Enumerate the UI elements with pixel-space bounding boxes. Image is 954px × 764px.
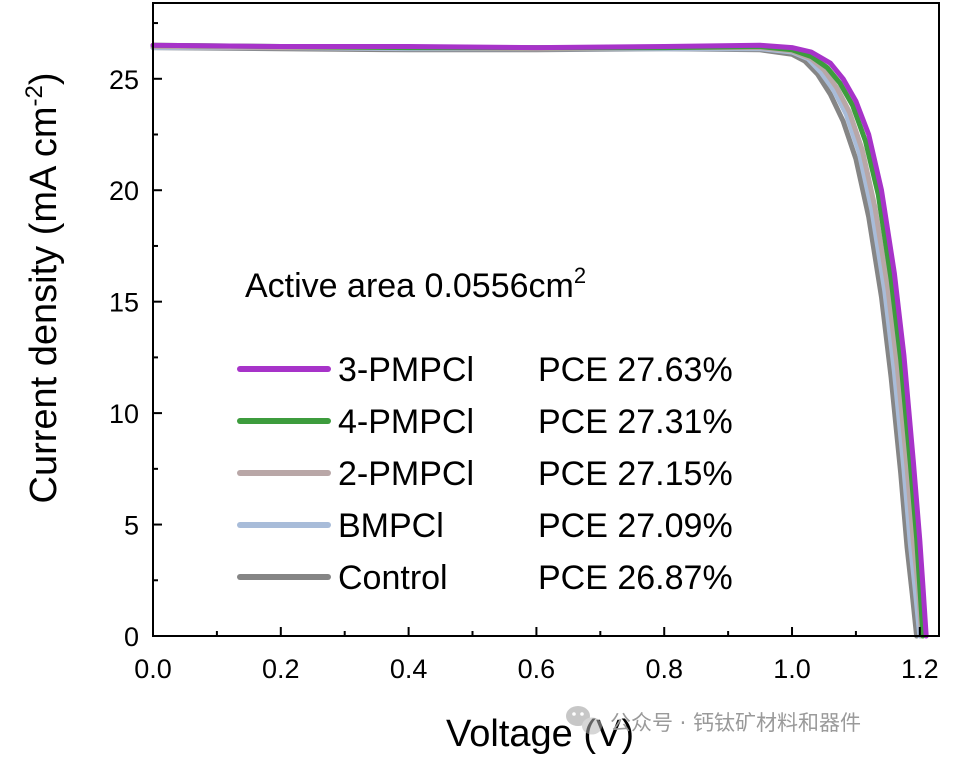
plot-frame	[152, 2, 940, 637]
watermark-text: 公众号 · 钙钛矿材料和器件	[610, 711, 861, 735]
x-tick-label: 0.4	[390, 654, 428, 684]
y-tick-label: 15	[109, 288, 139, 318]
active-area-annotation: Active area 0.0556cm2	[245, 263, 586, 305]
x-tick-label: 0.8	[645, 654, 683, 684]
y-axis-title-sup: -2	[21, 85, 48, 106]
x-tick-label: 1.2	[901, 654, 939, 684]
axis-tick-labels: 0.0 0.2 0.4 0.6 0.8 1.0 1.2 0 5 10 15 20 25	[109, 65, 939, 684]
series-line-2-pmpcl	[150, 44, 925, 639]
watermark: 公众号 · 钙钛矿材料和器件	[566, 706, 861, 735]
y-axis-title-end: )	[23, 73, 65, 86]
legend: 3-PMPCl PCE 27.63% 4-PMPCl PCE 27.31% 2-PMPC…	[237, 351, 733, 597]
legend-pce: PCE 27.09%	[538, 507, 733, 545]
y-tick-label: 20	[109, 176, 139, 206]
active-area-text: Active area 0.0556cm	[245, 267, 574, 305]
series-line-control	[150, 45, 920, 639]
legend-pce: PCE 26.87%	[538, 559, 733, 597]
series-line-4-pmpcl	[150, 42, 926, 639]
y-axis-title-main: Current density (mA cm	[23, 107, 65, 504]
y-axis-title: Current density (mA cm-2)	[21, 73, 65, 504]
series-line-3-pmpcl	[150, 42, 929, 639]
x-tick-label: 0.0	[134, 654, 172, 684]
y-tick-label: 5	[124, 511, 139, 541]
legend-label: 2-PMPCl	[338, 455, 474, 493]
active-area-sup: 2	[574, 263, 586, 288]
x-tick-label: 0.6	[518, 654, 556, 684]
legend-pce: PCE 27.31%	[538, 403, 733, 441]
legend-label: 3-PMPCl	[338, 351, 474, 389]
y-tick-label: 0	[124, 622, 139, 652]
legend-label: 4-PMPCl	[338, 403, 474, 441]
y-tick-label: 25	[109, 65, 139, 95]
x-axis-title: Voltage (V)	[446, 713, 634, 755]
legend-pce: PCE 27.63%	[538, 351, 733, 389]
axis-ticks	[152, 22, 921, 637]
legend-label: Control	[338, 559, 448, 597]
series-curves	[150, 42, 929, 639]
series-line-bmpcl	[150, 45, 923, 639]
y-tick-label: 10	[109, 399, 139, 429]
wechat-icon	[566, 706, 602, 735]
x-tick-label: 0.2	[262, 654, 300, 684]
x-tick-label: 1.0	[773, 654, 811, 684]
legend-label: BMPCl	[338, 507, 444, 545]
legend-pce: PCE 27.15%	[538, 455, 733, 493]
